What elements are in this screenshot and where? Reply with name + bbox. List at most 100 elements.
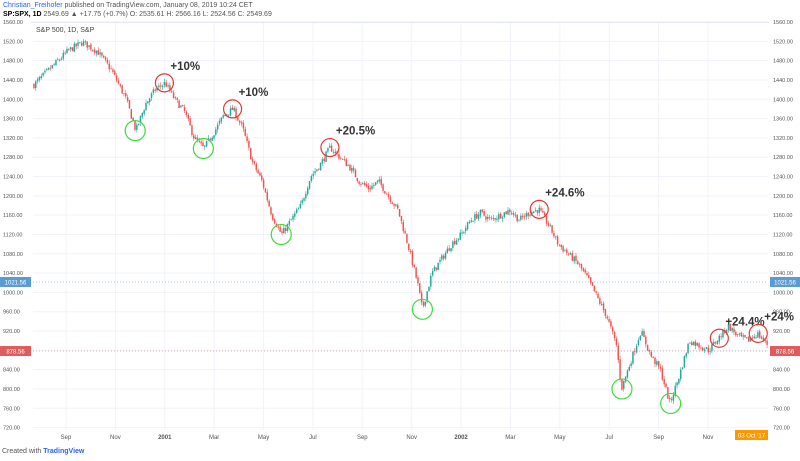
candle-body	[586, 273, 588, 276]
candle-body	[251, 158, 254, 162]
candle-body	[731, 328, 733, 331]
candle-body	[211, 137, 213, 141]
candle-body	[106, 59, 109, 64]
candle-body	[354, 170, 357, 178]
candle-body	[91, 49, 94, 51]
y-tick-label-left: 1160.00	[3, 213, 22, 219]
candle-body	[301, 200, 303, 204]
candle-body	[108, 63, 110, 70]
candle-body	[575, 255, 577, 261]
candle-body	[679, 369, 682, 380]
candle-body	[521, 215, 524, 217]
candle-body	[169, 85, 171, 91]
candle-body	[286, 224, 289, 231]
y-tick-label-left: 1360.00	[3, 117, 23, 123]
candle-body	[121, 85, 123, 94]
trough-circle	[270, 223, 292, 246]
candle-body	[77, 42, 79, 46]
candle-body	[582, 268, 585, 271]
candle-body	[235, 108, 237, 119]
y-tick-label-left: 1240.00	[3, 175, 23, 181]
candle-body	[202, 142, 204, 146]
x-axis: Sep Nov 2001 Mar May Jul Sep Nov 2002 Mar May Jul Se…	[61, 435, 714, 441]
candle-body	[259, 172, 261, 176]
candle-body	[760, 336, 763, 339]
candle-body	[566, 249, 568, 253]
x-tick-label: Nov	[703, 435, 714, 441]
candle-body	[180, 105, 182, 108]
candle-body	[650, 351, 653, 357]
candle-body	[373, 185, 375, 186]
author-link[interactable]: Christian_Freihofer	[3, 2, 63, 9]
candle-body	[498, 214, 500, 220]
candle-body	[419, 283, 421, 293]
candle-body	[64, 52, 66, 54]
peak-percent-label: +10%	[170, 61, 200, 73]
grid-lines	[33, 21, 768, 430]
candle-body	[58, 59, 61, 61]
candle-body	[174, 97, 177, 99]
candle-body	[104, 57, 107, 60]
candle-body	[345, 159, 348, 167]
candle-body	[152, 89, 155, 93]
candle-body	[709, 351, 711, 352]
candle-body	[406, 234, 408, 243]
candle-body	[408, 243, 410, 251]
candle-body	[272, 214, 274, 220]
candle-body	[273, 219, 276, 224]
peak-circle	[222, 99, 243, 119]
tradingview-brand[interactable]: TradingView	[43, 448, 85, 455]
candle-body	[231, 107, 234, 111]
candle-body	[319, 162, 322, 171]
trough-circle	[124, 120, 146, 142]
candle-body	[476, 213, 478, 219]
candle-body	[136, 124, 138, 130]
candle-body	[283, 227, 285, 234]
candle-body	[284, 228, 287, 231]
candle-body	[358, 181, 360, 184]
candle-body	[667, 387, 669, 399]
peak-circle	[320, 137, 340, 158]
candle-body	[382, 184, 384, 191]
candle-body	[290, 219, 292, 221]
candle-body	[33, 83, 35, 89]
x-tick-label: 2001	[158, 435, 172, 441]
candle-body	[457, 238, 460, 240]
candle-body	[623, 380, 625, 389]
candle-body	[193, 135, 195, 139]
candle-body	[617, 345, 619, 360]
candle-body	[47, 67, 50, 70]
candle-body	[253, 161, 256, 164]
candle-body	[453, 240, 456, 245]
candle-body	[477, 214, 480, 219]
candle-body	[751, 337, 754, 339]
candle-body	[154, 89, 156, 91]
candle-body	[126, 97, 129, 101]
candle-body	[134, 120, 136, 130]
candle-body	[470, 220, 472, 222]
y-tick-label-right: 1040.00	[773, 271, 793, 277]
candle-body	[657, 361, 660, 367]
y-tick-label-right: 1560.00	[773, 20, 793, 26]
candle-body	[720, 336, 722, 338]
candle-body	[431, 271, 434, 276]
candle-body	[532, 211, 535, 213]
candle-body	[182, 105, 184, 107]
candle-body	[244, 128, 246, 136]
candle-body	[404, 230, 406, 234]
candle-body	[279, 226, 281, 232]
y-tick-label-left: 720.00	[3, 426, 20, 432]
last-price-badge-right-label: 1021.56	[774, 280, 796, 286]
candle-body	[270, 207, 272, 215]
candle-body	[385, 193, 388, 195]
candle-body	[608, 319, 610, 322]
candle-body	[99, 52, 101, 55]
candle-body	[55, 60, 57, 66]
candle-body	[758, 331, 761, 338]
candle-body	[119, 84, 122, 86]
candle-body	[626, 370, 629, 378]
candle-body	[755, 337, 757, 338]
candle-body	[698, 343, 700, 348]
candle-body	[42, 72, 44, 76]
